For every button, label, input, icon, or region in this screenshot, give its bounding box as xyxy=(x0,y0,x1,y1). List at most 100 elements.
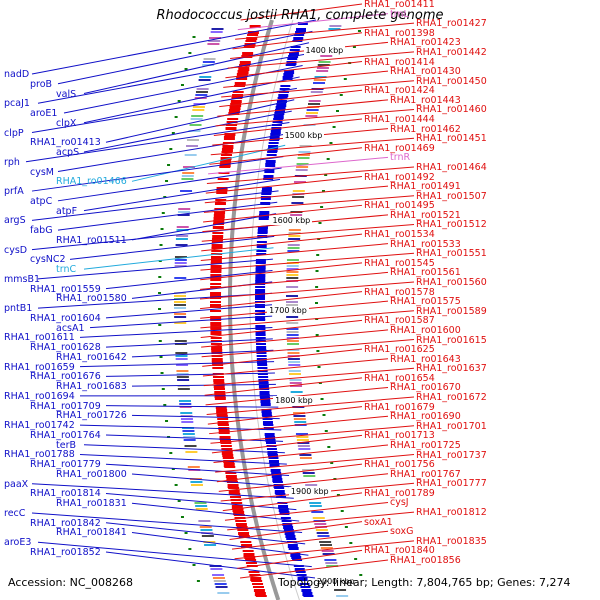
cog-inner-feature xyxy=(317,535,330,537)
forward-strand-feature xyxy=(235,523,247,526)
forward-strand-feature xyxy=(228,109,240,113)
cog-inner-feature xyxy=(334,589,347,591)
left-gene-label: RHA1_ro01726 xyxy=(56,410,127,422)
cog-outer-feature xyxy=(174,301,187,303)
right-gene-label: RHA1_ro01670 xyxy=(390,382,461,394)
left-label-connector xyxy=(57,167,282,202)
right-gene-label: RHA1_ro01427 xyxy=(416,18,487,30)
cog-outer-feature xyxy=(174,277,187,279)
reverse-strand-feature xyxy=(257,232,268,234)
forward-strand-feature xyxy=(212,376,224,378)
tick-mark-outer xyxy=(163,196,167,198)
cog-outer-feature xyxy=(175,352,188,354)
cog-outer-feature xyxy=(176,364,189,366)
cog-inner-feature xyxy=(308,103,321,105)
right-label-connector xyxy=(235,22,415,40)
tick-mark-outer xyxy=(192,564,196,566)
tick-mark-inner xyxy=(315,286,319,288)
reverse-strand-feature xyxy=(295,31,306,34)
cog-outer-feature xyxy=(177,211,190,213)
right-gene-label: RHA1_ro01737 xyxy=(416,449,487,461)
cog-outer-feature xyxy=(189,124,202,126)
forward-strand-feature xyxy=(211,241,223,243)
tick-mark-inner xyxy=(343,78,347,80)
reverse-strand-feature xyxy=(256,352,267,354)
reverse-strand-feature xyxy=(285,535,296,538)
cog-inner-feature xyxy=(317,64,330,66)
right-label-connector xyxy=(225,61,363,79)
forward-strand-feature xyxy=(217,424,229,426)
left-label-connector xyxy=(37,541,312,568)
reverse-strand-feature xyxy=(255,265,266,269)
left-gene-label: RHA1_ro01683 xyxy=(56,381,127,393)
forward-strand-feature xyxy=(216,190,228,194)
cog-inner-feature xyxy=(286,271,299,273)
cog-outer-feature xyxy=(212,577,225,579)
reverse-strand-feature xyxy=(271,472,282,474)
tick-mark-outer xyxy=(184,68,188,70)
cog-outer-feature xyxy=(174,322,187,324)
right-label-connector xyxy=(200,262,363,281)
right-gene-label: RHA1_ro01625 xyxy=(364,344,435,356)
reverse-strand-feature xyxy=(255,280,266,284)
reverse-strand-feature xyxy=(287,544,298,548)
left-gene-label: acpS xyxy=(56,147,80,159)
cog-outer-feature xyxy=(176,376,189,378)
reverse-strand-feature xyxy=(255,328,266,330)
forward-strand-feature xyxy=(225,127,237,130)
reverse-strand-feature xyxy=(287,58,298,60)
forward-strand-feature xyxy=(215,406,227,409)
tick-mark-inner xyxy=(327,446,331,448)
reverse-strand-feature xyxy=(256,244,267,248)
tick-mark-outer xyxy=(160,372,164,374)
reverse-strand-feature xyxy=(276,103,287,107)
cog-outer-feature xyxy=(175,238,188,240)
reverse-strand-feature xyxy=(269,139,280,141)
reverse-strand-feature xyxy=(294,568,305,571)
forward-strand-feature xyxy=(213,388,225,390)
reverse-strand-feature xyxy=(260,196,271,200)
forward-strand-feature xyxy=(243,553,255,557)
right-label-connector xyxy=(209,415,389,435)
reverse-strand-feature xyxy=(270,469,281,472)
right-gene-label: RHA1_ro01589 xyxy=(416,305,487,317)
left-gene-label: RHA1_ro01788 xyxy=(4,449,75,461)
forward-strand-feature xyxy=(249,574,261,576)
cog-outer-feature xyxy=(182,433,195,435)
right-label-connector xyxy=(205,176,363,194)
cog-inner-feature xyxy=(286,259,299,261)
cog-inner-feature xyxy=(329,25,342,27)
reverse-strand-feature xyxy=(291,556,302,559)
right-label-connector xyxy=(201,233,363,252)
right-gene-label: RHA1_ro01575 xyxy=(390,296,461,308)
cog-outer-feature xyxy=(198,79,211,81)
left-gene-label: RHA1_ro01764 xyxy=(30,429,101,441)
cog-inner-feature xyxy=(286,334,299,336)
tick-mark-inner xyxy=(352,46,356,48)
left-gene-label: prfA xyxy=(4,186,24,198)
forward-strand-feature xyxy=(248,571,260,573)
reverse-strand-feature xyxy=(258,382,269,384)
cog-inner-feature xyxy=(293,418,306,420)
forward-strand-feature xyxy=(227,484,239,488)
left-gene-label: RHA1_ro01413 xyxy=(30,137,101,149)
tick-mark-outer xyxy=(192,36,196,38)
reverse-strand-feature xyxy=(290,46,301,48)
left-label-connector xyxy=(69,235,275,260)
forward-strand-feature xyxy=(215,199,227,201)
cog-outer-feature xyxy=(175,355,188,357)
kbp-mark: 1500 kbp xyxy=(282,131,325,140)
right-label-connector xyxy=(221,80,415,98)
right-label-connector xyxy=(201,339,415,358)
forward-strand-feature xyxy=(211,361,223,364)
right-gene-label: RHA1_ro01450 xyxy=(416,75,487,87)
forward-strand-feature xyxy=(212,226,224,229)
cog-outer-feature xyxy=(184,154,197,156)
forward-strand-feature xyxy=(252,586,264,588)
reverse-strand-feature xyxy=(264,433,275,436)
left-gene-label: cysM xyxy=(30,166,54,178)
left-label-connector xyxy=(57,30,313,85)
cog-inner-feature xyxy=(318,61,331,63)
right-gene-label: RHA1_ro01451 xyxy=(416,133,487,145)
cog-inner-feature xyxy=(328,28,341,30)
